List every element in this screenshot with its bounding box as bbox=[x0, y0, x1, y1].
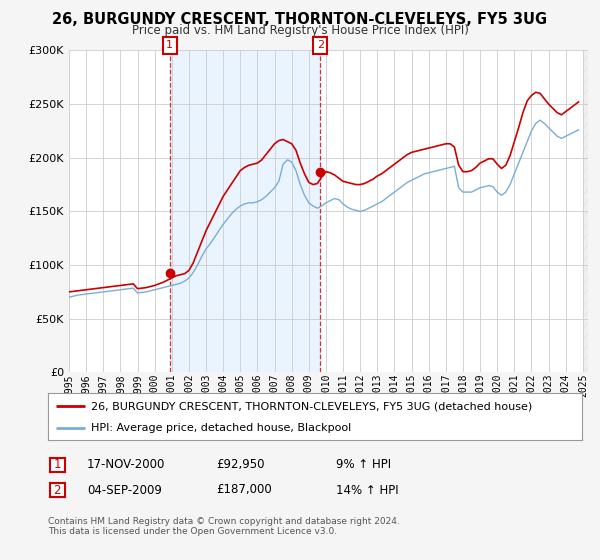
Text: Contains HM Land Registry data © Crown copyright and database right 2024.
This d: Contains HM Land Registry data © Crown c… bbox=[48, 517, 400, 536]
Text: HPI: Average price, detached house, Blackpool: HPI: Average price, detached house, Blac… bbox=[91, 423, 351, 433]
Text: 26, BURGUNDY CRESCENT, THORNTON-CLEVELEYS, FY5 3UG: 26, BURGUNDY CRESCENT, THORNTON-CLEVELEY… bbox=[52, 12, 548, 27]
Text: 2: 2 bbox=[317, 40, 324, 50]
Bar bbox=[170, 50, 320, 372]
Text: 9% ↑ HPI: 9% ↑ HPI bbox=[336, 458, 391, 472]
Text: Price paid vs. HM Land Registry's House Price Index (HPI): Price paid vs. HM Land Registry's House … bbox=[131, 24, 469, 36]
Text: £187,000: £187,000 bbox=[216, 483, 272, 497]
Text: 26, BURGUNDY CRESCENT, THORNTON-CLEVELEYS, FY5 3UG (detached house): 26, BURGUNDY CRESCENT, THORNTON-CLEVELEY… bbox=[91, 401, 532, 411]
Text: £92,950: £92,950 bbox=[216, 458, 265, 472]
Text: 14% ↑ HPI: 14% ↑ HPI bbox=[336, 483, 398, 497]
Text: 2: 2 bbox=[53, 483, 61, 497]
Bar bbox=[583, 50, 588, 372]
Text: 17-NOV-2000: 17-NOV-2000 bbox=[87, 458, 166, 472]
Text: 1: 1 bbox=[166, 40, 173, 50]
Text: 04-SEP-2009: 04-SEP-2009 bbox=[87, 483, 162, 497]
Text: 1: 1 bbox=[53, 458, 61, 472]
